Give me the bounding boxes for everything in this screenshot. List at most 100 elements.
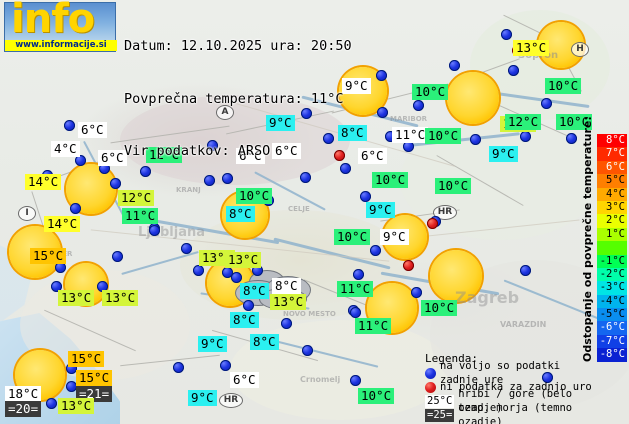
station-marker[interactable] (110, 178, 121, 189)
station-marker[interactable] (520, 131, 531, 142)
station-marker[interactable] (370, 245, 381, 256)
temperature-label[interactable]: 8°C (250, 334, 279, 350)
temperature-label[interactable]: 10°C (421, 300, 458, 316)
temperature-label[interactable]: 13°C (58, 398, 95, 414)
station-marker[interactable] (220, 360, 231, 371)
temperature-label[interactable]: 11°C (392, 127, 429, 143)
station-marker[interactable] (413, 100, 424, 111)
info-logo[interactable]: info www.informacije.si (4, 0, 117, 52)
station-marker[interactable] (470, 134, 481, 145)
temperature-label[interactable]: 18°C (5, 386, 42, 402)
temperature-label[interactable]: 9°C (366, 202, 395, 218)
station-marker[interactable] (377, 107, 388, 118)
station-marker[interactable] (300, 172, 311, 183)
station-marker[interactable] (64, 120, 75, 131)
temperature-label[interactable]: 10°C (372, 172, 409, 188)
station-marker[interactable] (520, 265, 531, 276)
station-marker[interactable] (46, 398, 57, 409)
temperature-label[interactable]: 6°C (236, 148, 265, 164)
temperature-label[interactable]: 14°C (25, 174, 62, 190)
station-marker[interactable] (281, 318, 292, 329)
station-marker[interactable] (173, 362, 184, 373)
temperature-label[interactable]: 10°C (412, 84, 449, 100)
station-marker[interactable] (340, 163, 351, 174)
temperature-label[interactable]: 11°C (337, 281, 374, 297)
station-marker[interactable] (99, 163, 110, 174)
temperature-label[interactable]: 12°C (118, 190, 155, 206)
station-marker[interactable] (222, 267, 233, 278)
temperature-label[interactable]: 8°C (338, 125, 367, 141)
color-scale[interactable]: 8°C 7°C 6°C 5°C 4°C 3°C 2°C 1°C -1°C -2°C -3°C -4°C… (597, 134, 627, 362)
station-marker[interactable] (181, 243, 192, 254)
station-marker-no-data[interactable] (403, 260, 414, 271)
temperature-label[interactable]: 12°C (146, 147, 183, 163)
station-marker[interactable] (350, 375, 361, 386)
station-marker[interactable] (411, 287, 422, 298)
temperature-label[interactable]: 6°C (230, 372, 259, 388)
station-marker[interactable] (140, 166, 151, 177)
temperature-label[interactable]: 6°C (358, 148, 387, 164)
station-marker[interactable] (207, 140, 218, 151)
station-marker[interactable] (112, 251, 123, 262)
station-marker-no-data[interactable] (334, 150, 345, 161)
station-marker[interactable] (449, 60, 460, 71)
temperature-label[interactable]: 10°C (358, 388, 395, 404)
temperature-label[interactable]: 13°C (225, 252, 262, 268)
temperature-label[interactable]: 10°C (556, 114, 593, 130)
temperature-label[interactable]: 10°C (435, 178, 472, 194)
temperature-label[interactable]: 11°C (122, 208, 159, 224)
temperature-label[interactable]: 10°C (425, 128, 462, 144)
station-marker[interactable] (542, 372, 553, 383)
temperature-label[interactable]: 8°C (272, 278, 301, 294)
station-marker[interactable] (66, 381, 77, 392)
temperature-label[interactable]: 9°C (342, 78, 371, 94)
temperature-label[interactable]: 10°C (334, 229, 371, 245)
temperature-label[interactable]: 14°C (44, 216, 81, 232)
temperature-label[interactable]: 9°C (188, 390, 217, 406)
station-marker[interactable] (376, 70, 387, 81)
temperature-label[interactable]: 9°C (198, 336, 227, 352)
station-marker[interactable] (301, 108, 312, 119)
station-marker[interactable] (350, 307, 361, 318)
station-marker[interactable] (508, 65, 519, 76)
station-marker[interactable] (55, 262, 66, 273)
temperature-label[interactable]: 6°C (272, 143, 301, 159)
station-marker[interactable] (75, 155, 86, 166)
temperature-label[interactable]: =20= (5, 401, 42, 417)
station-marker[interactable] (193, 265, 204, 276)
temperature-label[interactable]: 13°C (513, 40, 550, 56)
station-marker[interactable] (353, 269, 364, 280)
temperature-label[interactable]: 13°C (102, 290, 139, 306)
temperature-label[interactable]: 6°C (98, 150, 127, 166)
station-marker[interactable] (302, 345, 313, 356)
temperature-label[interactable]: 13°C (270, 294, 307, 310)
station-marker[interactable] (66, 363, 77, 374)
temperature-label[interactable]: 13°C (58, 290, 95, 306)
temperature-label[interactable]: 10°C (236, 188, 273, 204)
temperature-label[interactable]: 15°C (76, 370, 113, 386)
temperature-label[interactable]: 8°C (240, 283, 269, 299)
temperature-label[interactable]: 6°C (78, 122, 107, 138)
temperature-label[interactable]: 8°C (230, 312, 259, 328)
temperature-label[interactable]: 8°C (226, 206, 255, 222)
station-marker[interactable] (51, 281, 62, 292)
station-marker[interactable] (541, 98, 552, 109)
station-marker[interactable] (222, 173, 233, 184)
temperature-label[interactable]: 15°C (68, 351, 105, 367)
temperature-label[interactable]: 15°C (30, 248, 67, 264)
temperature-label[interactable]: 11°C (355, 318, 392, 334)
station-marker-no-data[interactable] (427, 218, 438, 229)
station-marker[interactable] (243, 300, 254, 311)
station-marker[interactable] (97, 281, 108, 292)
station-marker[interactable] (231, 272, 242, 283)
station-marker[interactable] (403, 141, 414, 152)
station-marker[interactable] (323, 133, 334, 144)
temperature-label[interactable]: 9°C (266, 115, 295, 131)
temperature-label[interactable]: 10°C (545, 78, 582, 94)
temperature-label[interactable]: 9°C (380, 229, 409, 245)
station-marker[interactable] (385, 131, 396, 142)
temperature-label[interactable]: 4°C (51, 141, 80, 157)
station-marker[interactable] (204, 175, 215, 186)
station-marker[interactable] (149, 225, 160, 236)
